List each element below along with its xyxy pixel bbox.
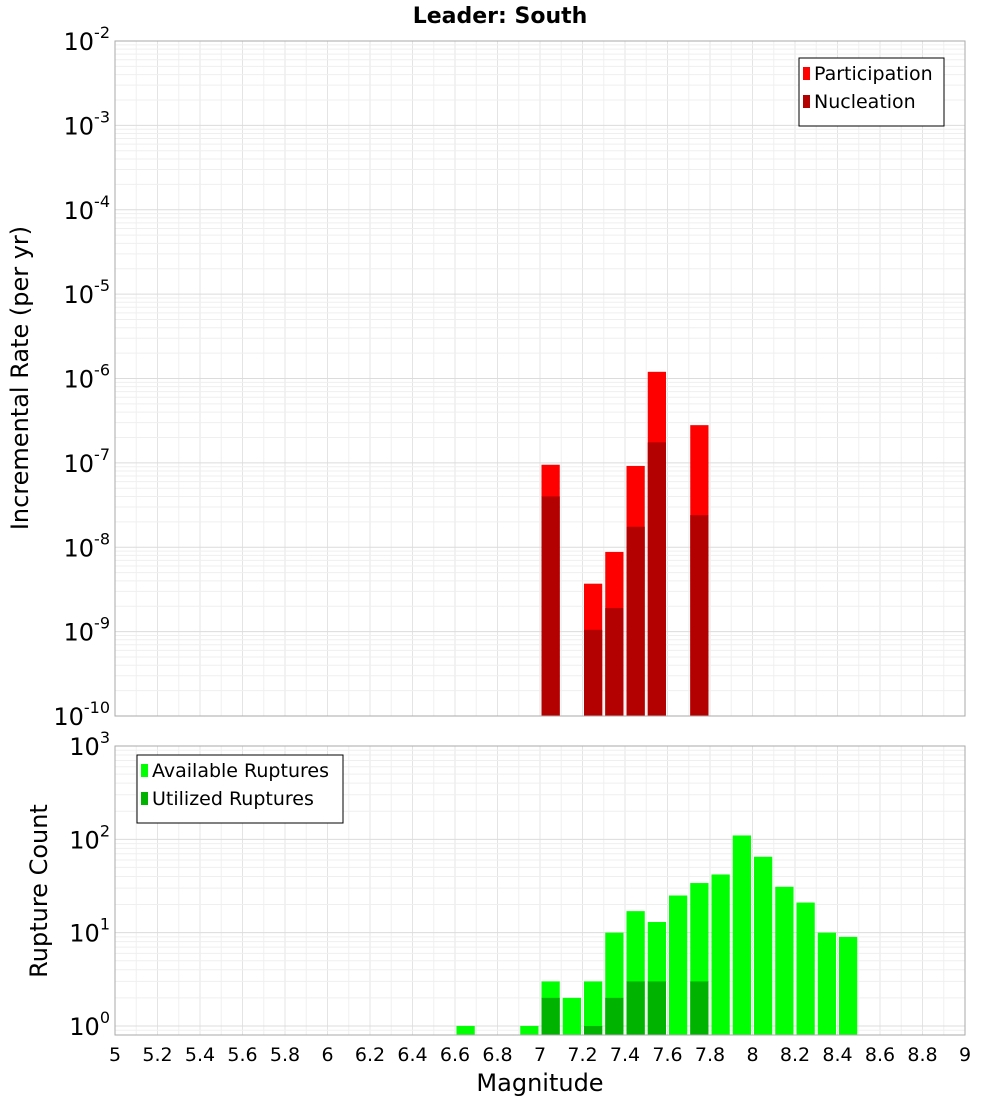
bar [690,515,709,716]
y-tick-labels: 103 102 101 100 [69,728,110,1041]
legend-box [798,57,945,127]
x-tick-label: 7 [534,1044,546,1066]
y-tick-label: 10-4 [64,192,111,225]
bar [690,981,709,1035]
x-tick-labels: 5 5.2 5.4 5.6 5.8 6 6.2 6.4 6.6 6.8 7 7.2 7.4 7.6 7.8 8… [109,1044,971,1066]
bar [775,886,794,1035]
bar [584,629,603,716]
x-tick-label: 5.8 [270,1044,300,1066]
x-tick-label: 6.6 [440,1044,470,1066]
bar [711,874,730,1035]
bar [584,981,603,1035]
bar [605,608,624,716]
x-tick-label: 5 [109,1044,121,1066]
bar [626,526,645,716]
x-tick-label: 6.4 [397,1044,427,1066]
x-tick-label: 6.2 [355,1044,385,1066]
series-nucleation [541,442,709,716]
bar [520,1025,539,1035]
y-tick-labels: 10-2 10-3 10-4 10-5 10-6 10-7 10-8 10-9 10-10 [53,23,110,731]
bar [647,442,666,716]
x-tick-label: 7.8 [695,1044,725,1066]
bar [754,856,773,1035]
series-utilized-ruptures [541,981,709,1035]
x-tick-label: 5.4 [185,1044,215,1066]
bar [541,997,560,1035]
plot-border [114,745,966,1036]
x-tick-label: 5.6 [227,1044,257,1066]
y-tick-label: 10-8 [64,529,111,562]
y-tick-label: 10-3 [64,107,111,140]
bar [626,981,645,1035]
bar [562,997,581,1035]
x-tick-label: 6.8 [482,1044,512,1066]
y-tick-label: 10-9 [64,614,111,647]
y-tick-label: 101 [69,915,110,948]
bar [584,1025,603,1035]
y-tick-label: 10-7 [64,445,111,478]
bar [732,835,751,1035]
y-tick-label: 10-2 [64,23,111,56]
x-tick-label: 5.2 [142,1044,172,1066]
x-axis-label: Magnitude [476,1069,603,1097]
legend-swatch [803,67,810,80]
legend-entry: Available Ruptures [152,760,329,782]
x-tick-label: 7.4 [610,1044,640,1066]
y-tick-label: 102 [69,821,110,854]
x-tick-label: 8.2 [780,1044,810,1066]
bar [796,902,815,1035]
legend-entry: Participation [814,63,933,85]
x-tick-label: 8 [746,1044,758,1066]
x-tick-label: 8.8 [907,1044,937,1066]
x-tick-label: 8.4 [822,1044,852,1066]
plot-border [114,40,966,717]
legend: Available Ruptures Utilized Ruptures [136,754,344,824]
legend-swatch [141,792,148,805]
y-tick-label: 100 [69,1008,110,1041]
y-axis-label: Incremental Rate (per yr) [6,226,34,530]
bar [456,1025,475,1035]
bar [839,936,858,1035]
bar [647,981,666,1035]
chart-title: Leader: South [413,4,588,29]
y-axis-label: Rupture Count [25,804,53,978]
y-tick-label: 10-5 [64,276,111,309]
x-tick-label: 8.6 [865,1044,895,1066]
bar [817,932,836,1035]
legend: Participation Nucleation [798,57,945,127]
bar [669,895,688,1035]
legend-swatch [803,95,810,108]
bar [605,997,624,1035]
bar [541,496,560,716]
y-tick-label: 103 [69,728,110,761]
panel-2: 103 102 101 100 Rupture Count Available Ruptu… [25,728,966,1041]
grid-lines [114,41,966,717]
y-tick-label: 10-10 [53,698,110,731]
legend-swatch [141,764,148,777]
x-tick-label: 6 [321,1044,333,1066]
panel-1: 10-2 10-3 10-4 10-5 10-6 10-7 10-8 10-9 10-10 Inc… [6,23,966,731]
legend-box [136,754,344,824]
x-tick-label: 9 [959,1044,971,1066]
x-tick-label: 7.6 [652,1044,682,1066]
x-tick-label: 7.2 [567,1044,597,1066]
legend-entry: Utilized Ruptures [152,788,314,810]
y-tick-label: 10-6 [64,361,111,394]
legend-entry: Nucleation [814,91,916,113]
